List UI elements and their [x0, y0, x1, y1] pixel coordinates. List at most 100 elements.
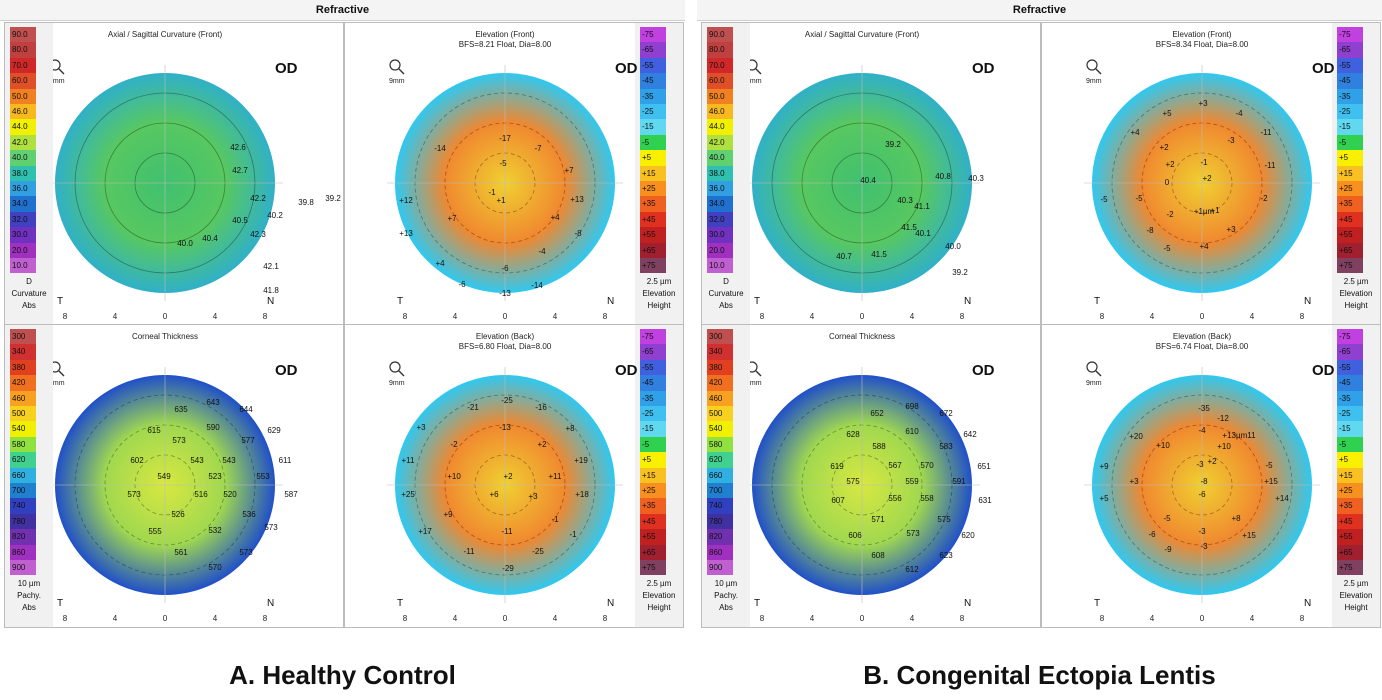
scale-swatch: -5 — [1337, 134, 1363, 151]
zoom-icon[interactable] — [750, 361, 762, 377]
map-value-label: 583 — [939, 442, 953, 451]
map-title: Corneal Thickness — [829, 332, 895, 341]
map-value-label: 573 — [127, 490, 141, 499]
scale-footer-label: D — [26, 277, 32, 286]
zoom-label: 9mm — [389, 78, 405, 85]
map-value-label: +3 — [1226, 225, 1236, 234]
zoom-icon[interactable] — [53, 361, 65, 377]
scale-swatch: 42.0 — [10, 134, 36, 151]
scale-swatch: 460 — [10, 390, 36, 406]
nasal-label: N — [1304, 598, 1311, 609]
map-value-label: -2 — [1260, 194, 1268, 203]
scale-footer-label: Height — [1344, 603, 1368, 612]
map-value-label: 577 — [241, 436, 255, 445]
scale-footer-label: Height — [647, 301, 671, 310]
scale-swatch: 90.0 — [707, 27, 733, 43]
scale-footer-label: Curvature — [708, 289, 744, 298]
map-value-label: 42.6 — [230, 143, 246, 152]
scale-swatch: 380 — [707, 359, 733, 376]
map-value-label: 549 — [157, 472, 171, 481]
zoom-icon[interactable] — [1086, 361, 1102, 377]
scale-swatch: 38.0 — [707, 165, 733, 181]
zoom-icon[interactable] — [53, 59, 65, 75]
map-value-label: 39.2 — [325, 194, 341, 203]
map-value-label: +10 — [1156, 441, 1170, 450]
scale-swatch: 340 — [10, 344, 36, 360]
map-value-label: 612 — [905, 565, 919, 574]
map-value-label: -7 — [534, 144, 542, 153]
map-value-label: +1 — [1210, 206, 1220, 215]
scale-swatch: -65 — [1337, 42, 1363, 58]
scale-swatch: -55 — [640, 57, 666, 74]
axis-tick-label: 4 — [910, 614, 915, 623]
temporal-label: T — [754, 296, 760, 307]
scale-swatch: 36.0 — [707, 181, 733, 197]
scale-swatch: +5 — [1337, 150, 1363, 166]
map-value-label: +12 — [399, 196, 413, 205]
map-value-label: 0 — [1165, 178, 1170, 187]
map-value-label: +7 — [447, 214, 457, 223]
map-title: Elevation (Front) — [475, 30, 534, 39]
zoom-icon[interactable] — [389, 59, 405, 75]
scale-footer-label: 2.5 µm — [646, 579, 672, 588]
axis-tick-label: 4 — [553, 614, 558, 623]
map-value-label: 561 — [174, 548, 188, 557]
map-value-label: +7 — [564, 166, 574, 175]
scale-swatch: 380 — [10, 359, 36, 376]
scale-swatch: +65 — [640, 544, 666, 560]
eye-label: OD — [972, 362, 995, 379]
eye-label: OD — [1312, 60, 1334, 77]
axis-tick-label: 4 — [453, 312, 458, 321]
map-value-label: -14 — [531, 281, 543, 290]
scale-footer-label: 2.5 µm — [646, 277, 672, 286]
scale-footer-label: Height — [647, 603, 671, 612]
scale-swatch: +35 — [640, 498, 666, 514]
map-value-label: -3 — [1196, 460, 1204, 469]
panel-axial-curvature: 90.0 80.0 70.0 60.0 50.0 46.0 44.0 42.0 40.0 38.0… — [4, 22, 344, 326]
scale-swatch: 500 — [10, 406, 36, 422]
scale-swatch: 740 — [10, 498, 36, 514]
scale-swatch: -55 — [1337, 57, 1363, 74]
scale-swatch: 540 — [10, 421, 36, 437]
scale-footer-label: 2.5 µm — [1343, 277, 1369, 286]
scale-swatch: -15 — [1337, 421, 1363, 437]
map-value-label: -1 — [551, 515, 559, 524]
map-value-label: +10 — [1217, 442, 1231, 451]
scale-swatch: 44.0 — [10, 119, 36, 135]
map-value-label: 629 — [267, 426, 281, 435]
scale-swatch: 44.0 — [707, 119, 733, 135]
zoom-icon[interactable] — [389, 361, 405, 377]
map-value-label: +20 — [1129, 432, 1143, 441]
map-value-label: +2 — [1202, 174, 1212, 183]
map-value-label: 567 — [888, 461, 902, 470]
map-title: Elevation (Back) — [476, 332, 535, 341]
map-value-label: -29 — [502, 564, 514, 573]
scale-footer-label: Elevation — [1339, 289, 1373, 298]
scale-swatch: -65 — [1337, 344, 1363, 360]
scale-swatch: -45 — [640, 73, 666, 89]
scale-swatch: +35 — [640, 196, 666, 212]
scale-swatch: -35 — [640, 88, 666, 104]
panel-elevation-back: -75 -65 -55 -45 -35 -25 -15 -5 +5 +15 +25 +35 +45 +55… — [1041, 324, 1381, 628]
map-value-label: 40.1 — [915, 229, 931, 238]
map-value-label: +4 — [1130, 128, 1140, 137]
temporal-label: T — [1094, 598, 1100, 609]
map-value-label: -2 — [1166, 210, 1174, 219]
zoom-icon[interactable] — [750, 59, 762, 75]
map-value-label: 571 — [871, 515, 885, 524]
scale-swatch: +15 — [1337, 165, 1363, 181]
scale-swatch: 340 — [707, 344, 733, 360]
axis-tick-label: 8 — [403, 312, 408, 321]
map-value-label: +11 — [549, 472, 563, 481]
temporal-label: T — [397, 296, 403, 307]
scale-swatch: 420 — [707, 375, 733, 391]
map-value-label: 41.1 — [914, 202, 930, 211]
axis-tick-label: 8 — [63, 312, 68, 321]
scale-swatch: +5 — [640, 150, 666, 166]
temporal-label: T — [1094, 296, 1100, 307]
axis-tick-label: 0 — [163, 312, 168, 321]
zoom-icon[interactable] — [1086, 59, 1102, 75]
map-value-label: -8 — [1200, 477, 1208, 486]
axis-tick-label: 4 — [1150, 312, 1155, 321]
panel-axial-curvature: 90.0 80.0 70.0 60.0 50.0 46.0 44.0 42.0 40.0 38.0… — [701, 22, 1041, 326]
